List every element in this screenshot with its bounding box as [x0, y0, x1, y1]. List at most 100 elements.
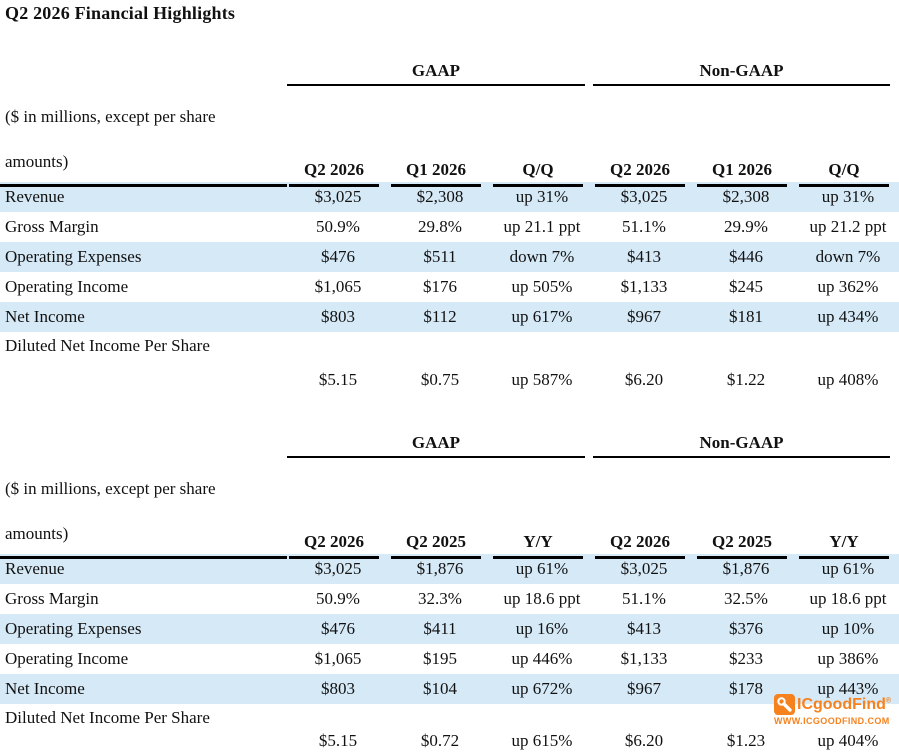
group-header-gaap: GAAP — [287, 426, 585, 458]
cell-value: up 21.2 ppt — [809, 217, 887, 236]
cell-value: $3,025 — [314, 187, 362, 206]
cell-value: $0.72 — [420, 731, 460, 750]
cell-value: $3,025 — [620, 559, 668, 578]
cell-value: $5.15 — [318, 731, 358, 750]
cell-value: $2,308 — [416, 187, 464, 206]
column-header: Q1 2026 — [389, 86, 491, 187]
cell-value: up 446% — [511, 649, 573, 668]
cell-value: $176 — [423, 277, 457, 296]
row-label: Gross Margin — [5, 589, 99, 608]
units-note: ($ in millions, except per share amounts… — [0, 86, 287, 184]
row-label: Gross Margin — [5, 217, 99, 236]
cell-value: $967 — [627, 307, 661, 326]
watermark-logo: ICgoodFind® WWW.ICGOODFIND.COM — [774, 694, 894, 726]
header-rule — [0, 184, 287, 187]
table-row-gross-margin: Gross Margin 50.9% 29.8% up 21.1 ppt 51.… — [0, 212, 899, 242]
cell-value: up 617% — [511, 307, 573, 326]
cell-value: up 18.6 ppt — [503, 589, 581, 608]
registered-mark: ® — [885, 697, 892, 705]
cell-value: up 18.6 ppt — [809, 589, 887, 608]
cell-value: up 21.1 ppt — [503, 217, 581, 236]
cell-value: up 61% — [821, 559, 875, 578]
cell-value: up 408% — [817, 370, 879, 389]
group-header-non-gaap: Non-GAAP — [593, 54, 890, 86]
cell-value: $413 — [627, 247, 661, 266]
table-row-operating-expenses: Operating Expenses $476 $511 down 7% $41… — [0, 242, 899, 272]
financial-table-qoq: GAAP Non-GAAP ($ in millions, except per… — [0, 54, 899, 392]
cell-value: $2,308 — [722, 187, 770, 206]
column-header: Q2 2026 — [287, 86, 389, 187]
cell-value: down 7% — [509, 247, 575, 266]
column-header-row: ($ in millions, except per share amounts… — [0, 458, 899, 559]
cell-value: 29.9% — [724, 217, 768, 236]
units-note: ($ in millions, except per share amounts… — [0, 458, 287, 556]
cell-value: $803 — [321, 679, 355, 698]
row-label: Diluted Net Income Per Share — [5, 708, 210, 727]
column-header: Q/Q — [491, 86, 593, 187]
group-header-gaap: GAAP — [287, 54, 585, 86]
row-label: Revenue — [5, 187, 65, 206]
wrench-magnifier-icon — [774, 694, 795, 715]
row-label: Net Income — [5, 679, 85, 698]
cell-value: $245 — [729, 277, 763, 296]
cell-value: $178 — [729, 679, 763, 698]
cell-value: 32.3% — [418, 589, 462, 608]
cell-value: $195 — [423, 649, 457, 668]
column-header: Q/Q — [797, 86, 899, 187]
cell-value: $1.23 — [726, 731, 766, 750]
cell-value: up 505% — [511, 277, 573, 296]
cell-value: $476 — [321, 619, 355, 638]
cell-value: up 31% — [515, 187, 569, 206]
cell-value: up 587% — [511, 370, 573, 389]
cell-value: $0.75 — [420, 370, 460, 389]
group-header-row: GAAP Non-GAAP — [0, 54, 899, 86]
cell-value: $411 — [423, 619, 457, 638]
cell-value: up 61% — [515, 559, 569, 578]
cell-value: $6.20 — [624, 731, 664, 750]
cell-value: $181 — [729, 307, 763, 326]
row-label: Operating Expenses — [5, 247, 142, 266]
table-row-net-income: Net Income $803 $104 up 672% $967 $178 u… — [0, 674, 899, 704]
cell-value: $967 — [627, 679, 661, 698]
cell-value: up 615% — [511, 731, 573, 750]
row-label: Diluted Net Income Per Share — [5, 336, 210, 355]
cell-value: down 7% — [815, 247, 881, 266]
cell-value: $104 — [423, 679, 457, 698]
cell-value: $3,025 — [620, 187, 668, 206]
watermark-url: WWW.ICGOODFIND.COM — [774, 716, 890, 726]
cell-value: 32.5% — [724, 589, 768, 608]
cell-value: $1,133 — [620, 277, 668, 296]
units-note-cell: ($ in millions, except per share amounts… — [0, 86, 287, 187]
units-note-cell: ($ in millions, except per share amounts… — [0, 458, 287, 559]
cell-value: 50.9% — [316, 217, 360, 236]
table-row-gross-margin: Gross Margin 50.9% 32.3% up 18.6 ppt 51.… — [0, 584, 899, 614]
cell-value: up 386% — [817, 649, 879, 668]
cell-value: $1,876 — [416, 559, 464, 578]
cell-value: up 404% — [817, 731, 879, 750]
page-title: Q2 2026 Financial Highlights — [5, 3, 236, 23]
row-label: Operating Expenses — [5, 619, 142, 638]
group-header-row: GAAP Non-GAAP — [0, 426, 899, 458]
column-header: Y/Y — [491, 458, 593, 559]
cell-value: $1.22 — [726, 370, 766, 389]
units-note-line1: ($ in millions, except per share — [5, 107, 216, 126]
cell-value: $6.20 — [624, 370, 664, 389]
cell-value: $1,065 — [314, 649, 362, 668]
cell-value: $511 — [423, 247, 457, 266]
cell-value: $1,876 — [722, 559, 770, 578]
table-row-operating-income: Operating Income $1,065 $176 up 505% $1,… — [0, 272, 899, 302]
cell-value: up 434% — [817, 307, 879, 326]
watermark-brand: ICgoodFind® — [797, 695, 892, 713]
cell-value: up 31% — [821, 187, 875, 206]
column-header: Q2 2025 — [695, 458, 797, 559]
cell-value: $446 — [729, 247, 763, 266]
cell-value: $1,133 — [620, 649, 668, 668]
row-label: Operating Income — [5, 277, 129, 296]
row-label: Operating Income — [5, 649, 129, 668]
cell-value: up 10% — [821, 619, 875, 638]
cell-value: 29.8% — [418, 217, 462, 236]
table-row-diluted-eps: Diluted Net Income Per Share $5.15 $0.72… — [0, 704, 899, 753]
table-row-net-income: Net Income $803 $112 up 617% $967 $181 u… — [0, 302, 899, 332]
cell-value: $1,065 — [314, 277, 362, 296]
